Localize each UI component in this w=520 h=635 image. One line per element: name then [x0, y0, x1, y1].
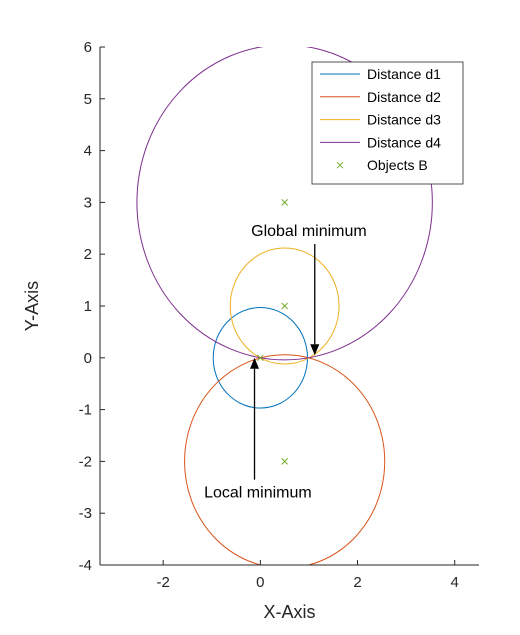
annotation-label: Local minimum [204, 485, 312, 502]
legend-marker-x [336, 161, 344, 169]
y-tick-label--3: -3 [79, 505, 92, 522]
y-tick-label-2: 2 [84, 246, 92, 263]
y-tick-label-3: 3 [84, 194, 92, 211]
annotations: Global minimum Local minimum [204, 223, 367, 502]
annotation-arrow-head [310, 344, 320, 356]
y-tick-label-0: 0 [84, 350, 92, 367]
y-tick-label-5: 5 [84, 91, 92, 108]
legend-entry-2: Distance d2 [320, 89, 441, 105]
legend-entry-4: Distance d4 [320, 134, 441, 150]
x-tick-label--2: -2 [156, 574, 169, 591]
y-tick-label--4: -4 [79, 557, 92, 574]
legend-entry-3: Distance d3 [320, 112, 441, 128]
series-circle-d4 [136, 47, 433, 361]
y-tick-label-6: 6 [84, 39, 92, 56]
annotation-arrow-head [250, 357, 260, 369]
y-tick-label-4: 4 [84, 143, 92, 160]
y-tick-label--2: -2 [79, 453, 92, 470]
legend-label: Distance d2 [367, 89, 441, 105]
series-circle-d2 [184, 354, 386, 565]
legend-label: Distance d1 [367, 66, 441, 82]
legend-label: Distance d4 [367, 134, 441, 150]
x-tick-label-2: 2 [353, 574, 361, 591]
y-tick-label--1: -1 [79, 402, 92, 419]
x-tick-label-4: 4 [451, 574, 459, 591]
legend-label: Objects B [367, 157, 428, 173]
annotation-2: Local minimum [204, 357, 312, 502]
legend-label: Distance d3 [367, 112, 441, 128]
legend-entry-1: Distance d1 [320, 66, 441, 82]
object-b-marker-2 [281, 458, 288, 465]
x-axis-label: X-Axis [263, 602, 315, 622]
series-layer [136, 47, 433, 565]
legend-entry-5: Objects B [336, 157, 428, 173]
series-circle-d3 [229, 247, 340, 365]
legend-box [311, 61, 464, 185]
object-b-marker-3 [281, 302, 288, 310]
axes: -2 0 2 4 -4 -3 -2 -1 0 1 2 3 4 5 6 [79, 39, 479, 591]
object-b-marker-4 [281, 199, 288, 206]
y-axis-label: Y-Axis [22, 281, 42, 331]
annotation-label: Global minimum [251, 223, 367, 240]
x-tick-label-0: 0 [256, 574, 264, 591]
annotation-1: Global minimum [251, 223, 367, 356]
y-tick-label-1: 1 [84, 298, 92, 315]
object-b-marker-1 [256, 354, 264, 362]
legend: Distance d1 Distance d2 Distance d3 Distanc… [311, 61, 464, 185]
